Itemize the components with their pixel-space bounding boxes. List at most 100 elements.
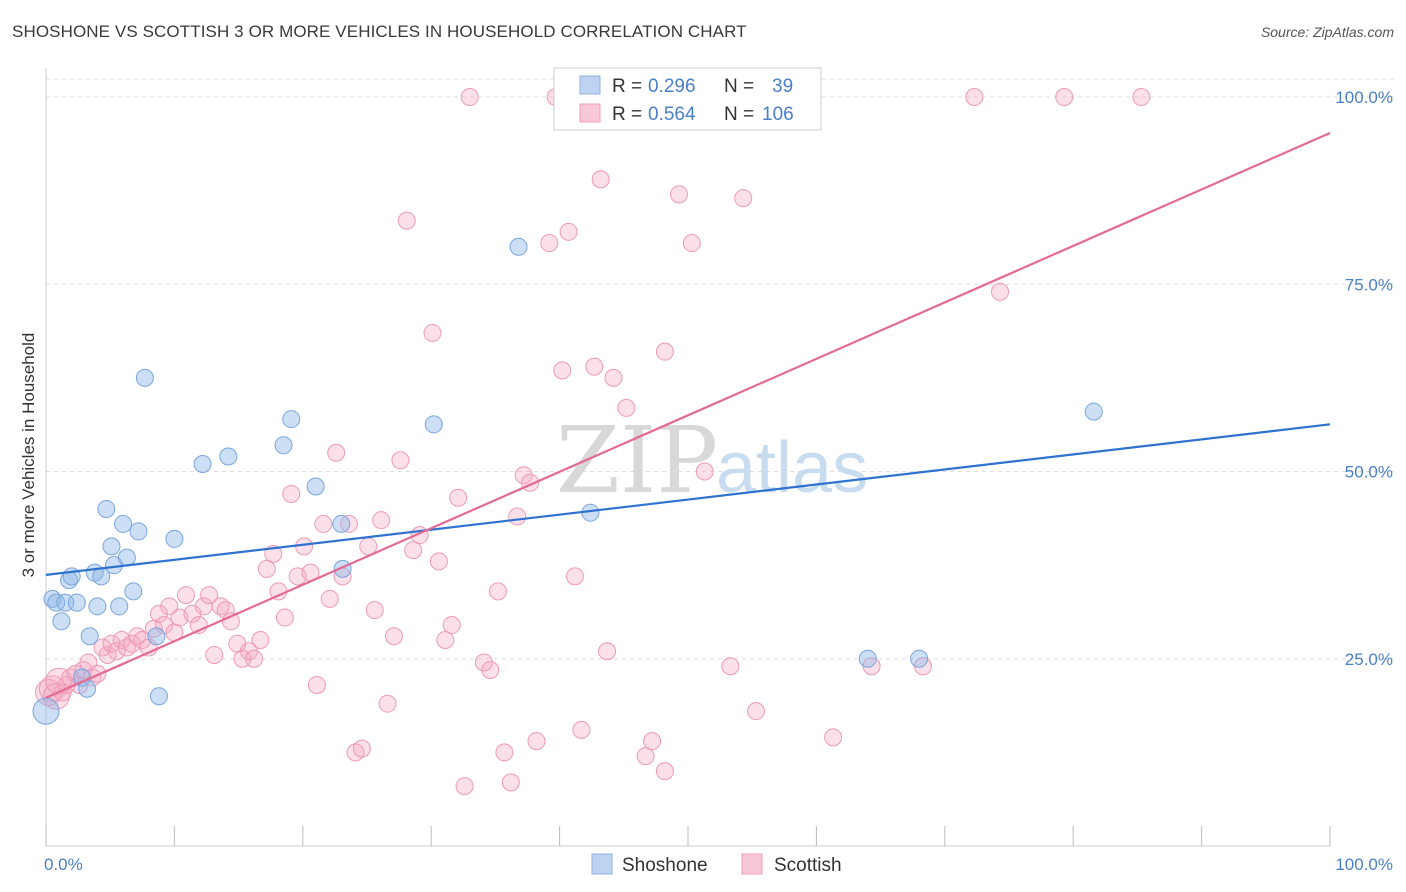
shoshone-point bbox=[147, 627, 166, 646]
shoshone-point bbox=[102, 537, 121, 556]
watermark-atlas: atlas bbox=[716, 428, 868, 508]
trend-lines bbox=[45, 131, 1331, 699]
scottish-point bbox=[378, 694, 397, 713]
scottish-point bbox=[436, 631, 455, 650]
scottish-point bbox=[514, 466, 533, 485]
scottish-point bbox=[149, 604, 168, 623]
legend-swatch-shoshone bbox=[579, 75, 601, 95]
scottish-point bbox=[245, 649, 264, 668]
scottish-point bbox=[527, 732, 546, 751]
scottish-point bbox=[404, 541, 423, 560]
scottish-point bbox=[747, 702, 766, 721]
scottish-point bbox=[1055, 88, 1074, 106]
y-tick-label: 25.0% bbox=[1345, 650, 1393, 669]
shoshone-point bbox=[219, 447, 238, 466]
shoshone-point bbox=[67, 593, 86, 612]
scottish-point bbox=[695, 462, 714, 481]
scottish-point bbox=[670, 185, 689, 204]
source-credit: Source: ZipAtlas.com bbox=[1260, 24, 1394, 40]
shoshone-point bbox=[129, 522, 148, 541]
scottish-point bbox=[372, 511, 391, 530]
shoshone-point bbox=[282, 410, 301, 429]
shoshone-point bbox=[274, 436, 293, 455]
legend-bottom-swatch-shoshone bbox=[591, 853, 613, 875]
scottish-point bbox=[251, 631, 270, 650]
scottish-point bbox=[553, 361, 572, 380]
scottish-point bbox=[257, 559, 276, 578]
scottish-point bbox=[133, 631, 152, 650]
scottish-point bbox=[991, 282, 1010, 301]
scottish-point bbox=[474, 653, 493, 672]
scottish-point bbox=[481, 660, 500, 679]
legend-n-label-1: N = bbox=[724, 76, 754, 97]
scottish-point bbox=[397, 211, 416, 230]
scottish-point bbox=[655, 342, 674, 361]
legend-r-label-1: R = bbox=[612, 76, 642, 97]
scottish-point bbox=[604, 368, 623, 387]
legend-r-value-2: 0.564 bbox=[648, 104, 696, 125]
y-tick-label: 50.0% bbox=[1345, 463, 1393, 482]
scottish-point bbox=[824, 728, 843, 747]
scottish-point bbox=[200, 586, 219, 605]
shoshone-point bbox=[1084, 402, 1103, 421]
legend-n-value-2: 106 bbox=[762, 104, 794, 125]
scottish-point bbox=[365, 601, 384, 620]
scottish-point bbox=[566, 567, 585, 586]
scottish-point bbox=[559, 222, 578, 241]
scottish-point bbox=[540, 234, 559, 253]
legend-r-value-1: 0.296 bbox=[648, 76, 696, 97]
shoshone-point bbox=[424, 415, 443, 434]
shoshone-point bbox=[135, 368, 154, 387]
shoshone-trend-line bbox=[45, 423, 1331, 576]
legend-r-label-2: R = bbox=[612, 104, 642, 125]
chart-title: SHOSHONE VS SCOTTISH 3 OR MORE VEHICLES … bbox=[12, 22, 747, 41]
legend-bottom-label-shoshone: Shoshone bbox=[622, 855, 708, 876]
scottish-point bbox=[636, 747, 655, 766]
shoshone-point bbox=[193, 455, 212, 474]
scottish-point bbox=[460, 88, 479, 106]
scottish-point bbox=[160, 597, 179, 616]
y-axis-title: 3 or more Vehicles in Household bbox=[19, 333, 38, 578]
scottish-point bbox=[352, 739, 371, 758]
scottish-point bbox=[320, 589, 339, 608]
legend-bottom-label-scottish: Scottish bbox=[774, 855, 842, 876]
legend-bottom: Shoshone Scottish bbox=[591, 853, 842, 876]
scottish-point bbox=[98, 646, 117, 665]
scottish-point bbox=[1132, 88, 1151, 106]
shoshone-point bbox=[32, 697, 60, 725]
x-tick-labels: 0.0% 100.0% bbox=[44, 855, 1393, 874]
shoshone-point bbox=[80, 627, 99, 646]
shoshone-point bbox=[910, 649, 929, 668]
x-tick-label-max: 100.0% bbox=[1335, 855, 1393, 874]
axes bbox=[45, 68, 1331, 847]
y-tick-label: 75.0% bbox=[1345, 275, 1393, 294]
x-tick-label-min: 0.0% bbox=[44, 855, 83, 874]
legend-top: R = 0.296 N = 39 R = 0.564 N = 106 bbox=[553, 67, 822, 131]
scottish-point bbox=[282, 484, 301, 503]
shoshone-point bbox=[165, 529, 184, 548]
shoshone-point bbox=[88, 597, 107, 616]
shoshone-point bbox=[110, 597, 129, 616]
legend-bottom-swatch-scottish bbox=[741, 853, 763, 875]
scottish-point bbox=[488, 582, 507, 601]
scottish-point bbox=[501, 773, 520, 792]
scottish-point bbox=[327, 443, 346, 462]
watermark: ZIP atlas bbox=[556, 407, 868, 514]
scottish-point bbox=[176, 586, 195, 605]
shoshone-point bbox=[97, 499, 116, 518]
scottish-point bbox=[391, 451, 410, 470]
scottish-point bbox=[734, 189, 753, 208]
scottish-point bbox=[643, 732, 662, 751]
scottish-point bbox=[598, 642, 617, 661]
shoshone-point bbox=[306, 477, 325, 496]
scottish-point bbox=[429, 552, 448, 571]
scottish-point bbox=[617, 398, 636, 417]
grid-lines bbox=[46, 78, 1394, 660]
scottish-point bbox=[449, 488, 468, 507]
scottish-point bbox=[423, 323, 442, 342]
scottish-point bbox=[965, 88, 984, 106]
shoshone-point bbox=[332, 514, 351, 533]
scottish-point bbox=[275, 608, 294, 627]
scottish-point bbox=[585, 357, 604, 376]
